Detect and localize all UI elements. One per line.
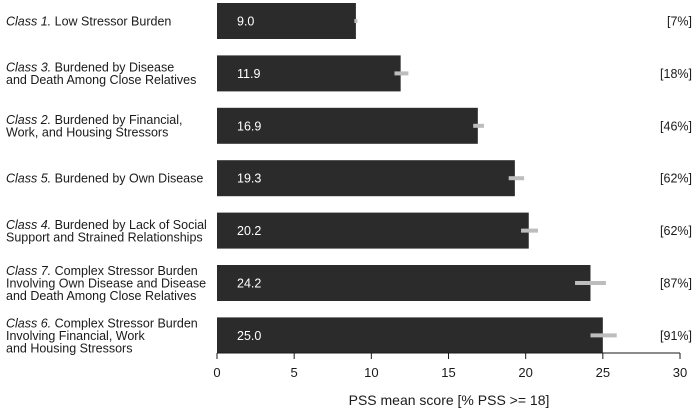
percent-label: [62%]: [660, 172, 692, 186]
class-description-line: Low Stressor Burden: [55, 15, 172, 29]
category-label: Class 2. Burdened by Financial, Work, and…: [6, 113, 183, 140]
x-tick-label: 0: [213, 365, 220, 380]
bar-value-label: 9.0: [237, 15, 254, 29]
percent-label: [7%]: [667, 15, 692, 29]
bar-value-label: 16.9: [237, 119, 261, 133]
class-description-line: Burdened by Financial,: [55, 113, 183, 127]
bar: [217, 265, 591, 301]
class-description-line: Burdened by Own Disease: [55, 172, 204, 186]
bar: [217, 55, 401, 92]
class-description-line: Complex Stressor Burden: [55, 264, 198, 278]
class-name: Class 6.: [6, 316, 55, 330]
class-description-line: Involving Financial, Work: [6, 329, 145, 343]
x-axis-title: PSS mean score [% PSS >= 18]: [349, 392, 550, 408]
percent-label: [46%]: [660, 119, 692, 133]
class-name: Class 2.: [6, 113, 55, 127]
category-label: Class 3. Burdened by Disease and Death Am…: [6, 61, 196, 88]
bar-value-label: 11.9: [237, 67, 260, 81]
percent-label: [91%]: [660, 329, 692, 343]
bar-value-label: 24.2: [237, 277, 261, 291]
class-description-line: Work, and Housing Stressors: [6, 126, 168, 140]
class-name: Class 4.: [6, 218, 55, 232]
bar-value-label: 20.2: [237, 224, 261, 238]
class-name: Class 1.: [6, 15, 55, 29]
percent-label: [62%]: [660, 224, 692, 238]
class-description-line: and Death Among Close Relatives: [6, 73, 196, 87]
bar: [217, 212, 529, 249]
bar: [217, 160, 515, 197]
class-description-line: Burdened by Lack of Social: [55, 218, 207, 232]
class-description-line: and Housing Stressors: [6, 341, 132, 355]
class-description-line: Involving Own Disease and Disease: [6, 277, 206, 291]
bar: [217, 107, 478, 144]
class-description-line: Burdened by Disease: [55, 61, 175, 75]
bar-value-label: 19.3: [237, 172, 261, 186]
category-label: Class 6. Complex Stressor Burden Involvin…: [6, 316, 198, 355]
category-label: Class 7. Complex Stressor Burden Involvin…: [6, 264, 206, 303]
class-description-line: Complex Stressor Burden: [55, 316, 198, 330]
x-tick-label: 5: [291, 365, 298, 380]
percent-label: [87%]: [660, 277, 692, 291]
class-name: Class 7.: [6, 264, 55, 278]
x-tick-label: 10: [364, 365, 378, 380]
category-label: Class 5. Burdened by Own Disease: [6, 172, 203, 186]
class-description-line: and Death Among Close Relatives: [6, 289, 196, 303]
class-name: Class 3.: [6, 61, 55, 75]
bar: [217, 317, 603, 354]
category-label: Class 4. Burdened by Lack of Social Suppo…: [6, 218, 207, 245]
class-description-line: Support and Strained Relationships: [6, 230, 203, 244]
class-name: Class 5.: [6, 172, 55, 186]
percent-label: [18%]: [660, 67, 692, 81]
x-tick-label: 20: [518, 365, 532, 380]
bar: [217, 3, 356, 39]
x-tick-label: 30: [673, 365, 687, 380]
category-label: Class 1. Low Stressor Burden: [6, 15, 171, 29]
bar-value-label: 25.0: [237, 329, 261, 343]
x-tick-label: 25: [596, 365, 610, 380]
x-tick-label: 15: [441, 365, 455, 380]
